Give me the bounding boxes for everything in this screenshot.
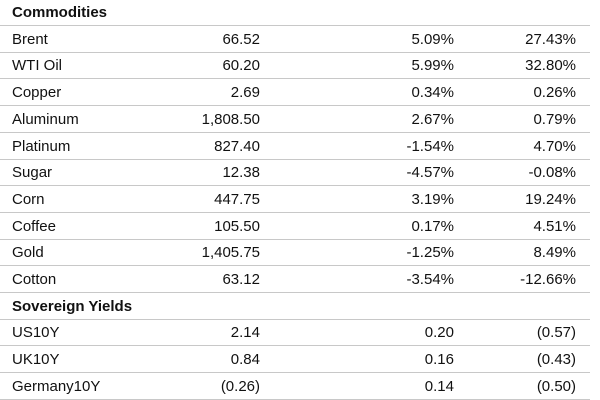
table-row: Aluminum 1,808.50 2.67% 0.79% [0, 107, 590, 133]
row-label: Germany10Y [12, 377, 101, 395]
row-label: Coffee [12, 217, 56, 235]
table-row: WTI Oil 60.20 5.99% 32.80% [0, 53, 590, 80]
cell-value: 2.69 [230, 84, 260, 102]
cell-value: 0.20 [424, 324, 454, 342]
table-row: Brent 66.52 5.09% 27.43% [0, 27, 590, 53]
table-row: Copper 2.69 0.34% 0.26% [0, 80, 590, 107]
table-row: US10Y 2.14 0.20 (0.57) [0, 320, 590, 347]
cell-value: -4.57% [406, 164, 454, 182]
cell-value: 0.26% [533, 84, 576, 102]
row-label: Cotton [12, 271, 57, 288]
table-row: Sugar 12.38 -4.57% -0.08% [0, 160, 590, 187]
cell-value: (0.43) [536, 351, 576, 369]
cell-value: 5.09% [411, 30, 454, 48]
section-header-row: Sovereign Yields [0, 294, 590, 320]
table-row: Coffee 105.50 0.17% 4.51% [0, 214, 590, 240]
cell-value: 5.99% [411, 57, 454, 75]
row-label: Copper [12, 84, 62, 102]
cell-value: -3.54% [406, 271, 454, 288]
cell-value: -1.25% [406, 244, 454, 262]
cell-value: 4.70% [533, 137, 576, 155]
cell-value: 0.14 [424, 377, 454, 395]
cell-value: 8.49% [533, 244, 576, 262]
cell-value: 447.75 [214, 190, 260, 208]
cell-value: 4.51% [533, 217, 576, 235]
section-title: Sovereign Yields [12, 297, 133, 315]
table-row: Cotton 63.12 -3.54% -12.66% [0, 267, 590, 293]
table-row: Platinum 827.40 -1.54% 4.70% [0, 134, 590, 160]
cell-value: -12.66% [520, 271, 576, 288]
cell-value: (0.50) [536, 377, 576, 395]
cell-value: 0.17% [411, 217, 454, 235]
table-row: Gold 1,405.75 -1.25% 8.49% [0, 240, 590, 267]
section-header-row: Commodities [0, 0, 590, 26]
cell-value: 1,405.75 [201, 244, 260, 262]
cell-value: 19.24% [525, 190, 576, 208]
row-label: WTI Oil [12, 57, 62, 75]
cell-value: 60.20 [222, 57, 260, 75]
cell-value: 3.19% [411, 190, 454, 208]
cell-value: 105.50 [214, 217, 260, 235]
row-label: Brent [12, 30, 48, 48]
cell-value: (0.57) [536, 324, 576, 342]
row-label: Platinum [12, 137, 71, 155]
table-row: UK10Y 0.84 0.16 (0.43) [0, 347, 590, 374]
cell-value: 63.12 [222, 271, 260, 288]
cell-value: 827.40 [214, 137, 260, 155]
cell-value: 27.43% [525, 30, 576, 48]
cell-value: -0.08% [528, 164, 576, 182]
row-label: US10Y [12, 324, 60, 342]
row-label: Gold [12, 244, 44, 262]
cell-value: 12.38 [222, 164, 260, 182]
row-label: Sugar [12, 164, 53, 182]
cell-value: 1,808.50 [201, 110, 260, 128]
cell-value: 0.79% [533, 110, 576, 128]
cell-value: 66.52 [222, 30, 260, 48]
row-label: Aluminum [12, 110, 79, 128]
cell-value: 0.34% [411, 84, 454, 102]
row-label: Corn [12, 190, 45, 208]
cell-value: 0.16 [424, 351, 454, 369]
cell-value: 0.84 [230, 351, 260, 369]
cell-value: 2.67% [411, 110, 454, 128]
table-row: Germany10Y (0.26) 0.14 (0.50) [0, 374, 590, 400]
cell-value: 32.80% [525, 57, 576, 75]
cell-value: -1.54% [406, 137, 454, 155]
cell-value: 2.14 [230, 324, 260, 342]
cell-value: (0.26) [220, 377, 260, 395]
table-row: Corn 447.75 3.19% 19.24% [0, 187, 590, 213]
section-title: Commodities [12, 4, 108, 21]
row-label: UK10Y [12, 351, 60, 369]
